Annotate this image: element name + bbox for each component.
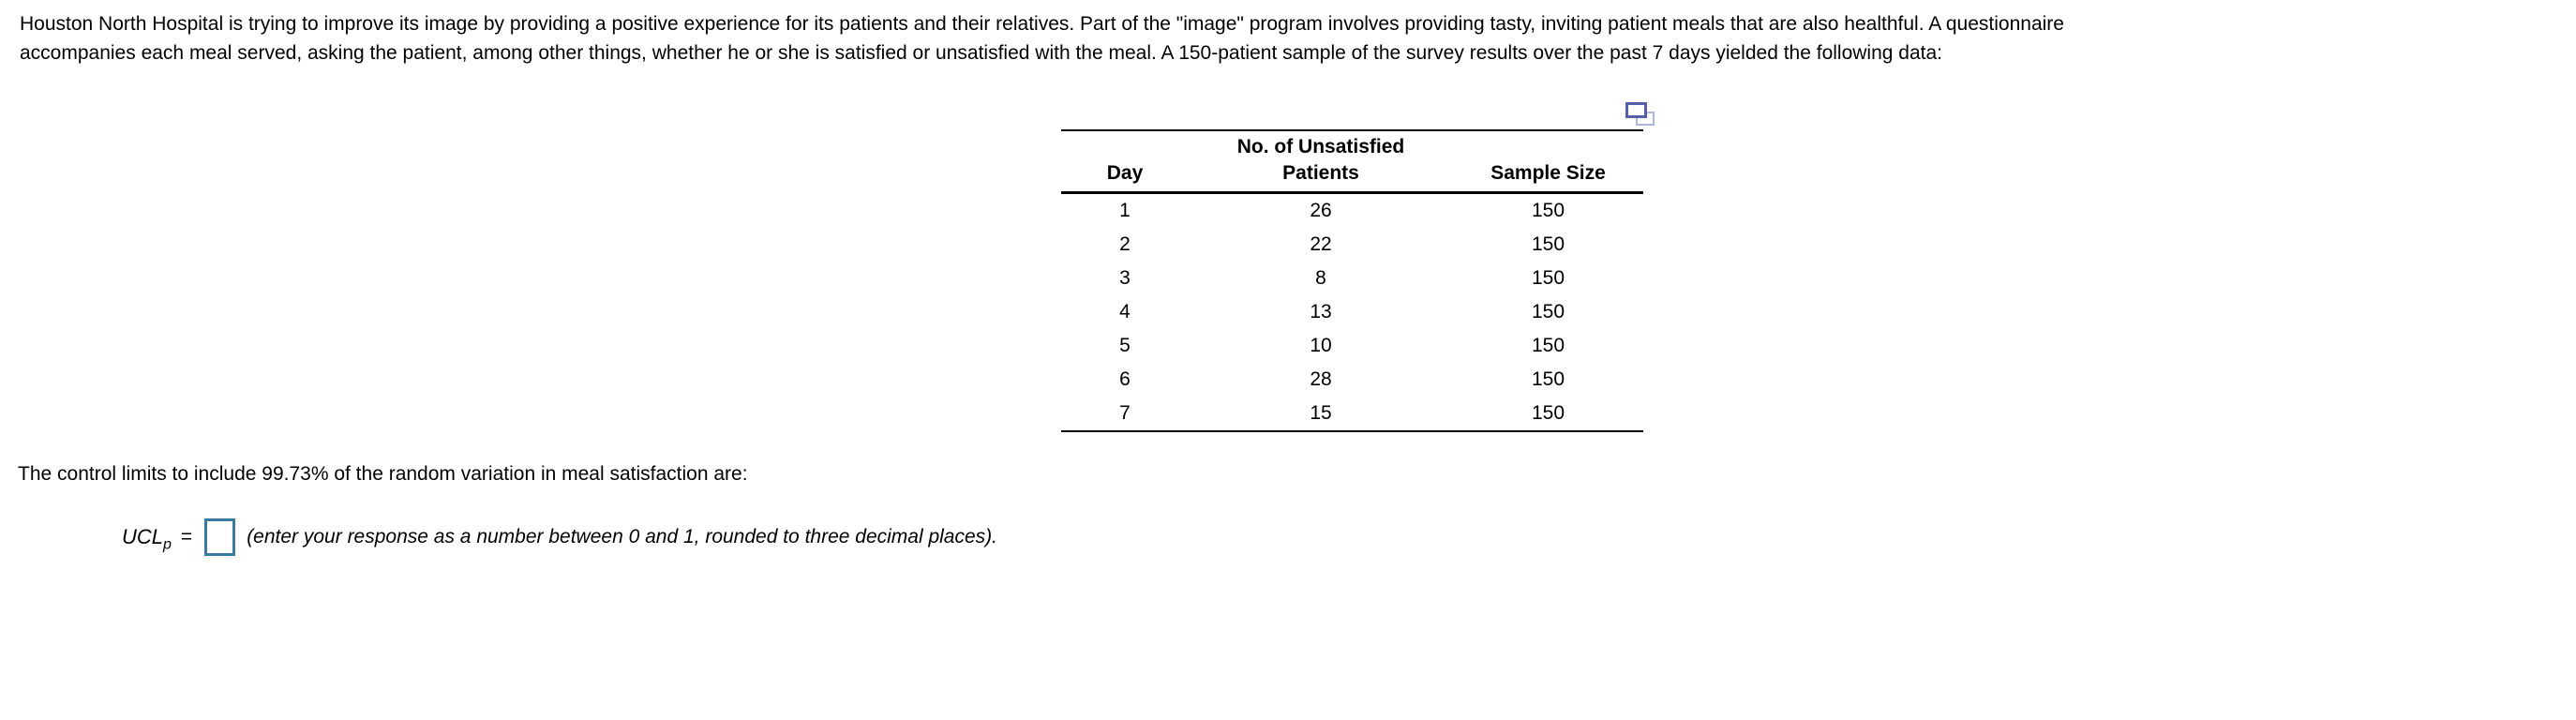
ucl-text: UCL xyxy=(122,524,164,548)
cell-day: 4 xyxy=(1119,301,1131,322)
table-row: 2 22 150 xyxy=(1061,228,1643,262)
copy-icon xyxy=(1625,102,1647,118)
copy-table-button[interactable] xyxy=(1625,102,1655,126)
equals-sign: = xyxy=(180,525,193,548)
problem-statement: Houston North Hospital is trying to impr… xyxy=(20,9,2572,68)
table-row: 3 8 150 xyxy=(1061,262,1643,295)
col-header-day: Day xyxy=(1061,130,1189,194)
cell-sample-size: 150 xyxy=(1531,402,1565,424)
cell-sample-size: 150 xyxy=(1531,301,1565,322)
cell-sample-size: 150 xyxy=(1531,368,1565,390)
ucl-answer-input[interactable] xyxy=(204,518,236,556)
cell-sample-size: 150 xyxy=(1531,335,1565,356)
ucl-formula-label: UCLp xyxy=(122,524,172,552)
cell-sample-size: 150 xyxy=(1531,233,1565,255)
control-limits-prompt: The control limits to include 99.73% of … xyxy=(18,463,748,485)
col-header-sample-size: Sample Size xyxy=(1453,130,1643,194)
cell-unsatisfied-patients: 15 xyxy=(1310,402,1332,424)
table-row: 4 13 150 xyxy=(1061,295,1643,329)
table-row: 6 28 150 xyxy=(1061,363,1643,397)
ucl-subscript-p: p xyxy=(163,535,172,552)
table-row: 5 10 150 xyxy=(1061,329,1643,363)
col-header-unsatisfied-line2: Patients xyxy=(1282,162,1359,184)
table-row: 1 26 150 xyxy=(1061,193,1643,229)
cell-sample-size: 150 xyxy=(1531,200,1565,221)
survey-table-body: 1 26 150 2 22 150 3 8 150 4 13 150 5 10 150 6 28 150 7 15 15… xyxy=(1061,193,1643,432)
cell-day: 5 xyxy=(1119,335,1131,356)
cell-unsatisfied-patients: 22 xyxy=(1310,233,1332,255)
cell-day: 2 xyxy=(1119,233,1131,255)
answer-row: UCLp = (enter your response as a number … xyxy=(122,517,997,557)
survey-data-table-region: Day No. of Unsatisfied Patients Sample S… xyxy=(1061,102,1655,432)
problem-line-1: Houston North Hospital is trying to impr… xyxy=(20,13,2064,35)
cell-unsatisfied-patients: 10 xyxy=(1310,335,1332,356)
cell-unsatisfied-patients: 13 xyxy=(1310,301,1332,322)
cell-day: 1 xyxy=(1119,200,1131,221)
col-header-unsatisfied-line1: No. of Unsatisfied xyxy=(1236,136,1405,158)
answer-format-hint: (enter your response as a number between… xyxy=(247,525,997,548)
cell-unsatisfied-patients: 8 xyxy=(1315,267,1326,289)
table-header-row: Day No. of Unsatisfied Patients Sample S… xyxy=(1061,130,1643,194)
table-row: 7 15 150 xyxy=(1061,397,1643,431)
survey-table: Day No. of Unsatisfied Patients Sample S… xyxy=(1061,129,1643,432)
cell-day: 3 xyxy=(1119,267,1131,289)
cell-day: 7 xyxy=(1119,402,1131,424)
problem-line-2: accompanies each meal served, asking the… xyxy=(20,42,1942,64)
cell-day: 6 xyxy=(1119,368,1131,390)
col-header-unsatisfied-patients: No. of Unsatisfied Patients xyxy=(1189,130,1453,194)
cell-unsatisfied-patients: 28 xyxy=(1310,368,1332,390)
cell-sample-size: 150 xyxy=(1531,267,1565,289)
cell-unsatisfied-patients: 26 xyxy=(1310,200,1332,221)
